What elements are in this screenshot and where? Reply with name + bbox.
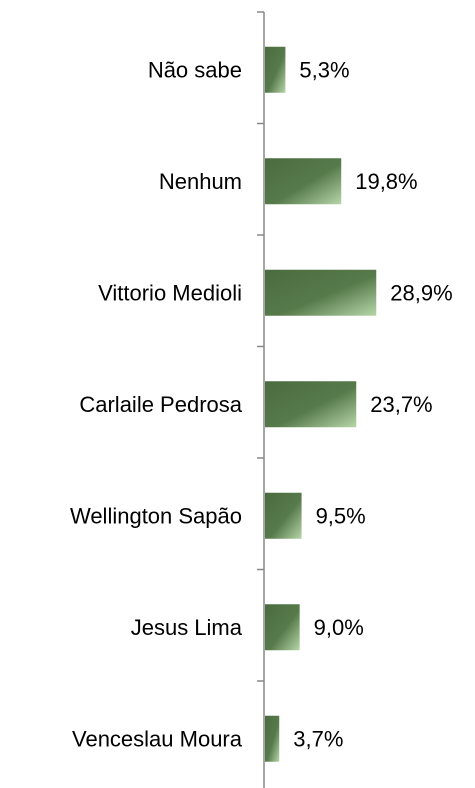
data-label: 5,3% — [299, 58, 349, 83]
data-label: 23,7% — [370, 392, 432, 417]
data-label: 9,5% — [316, 504, 366, 529]
data-label: 28,9% — [390, 281, 452, 306]
data-label: 9,0% — [314, 615, 364, 640]
bar — [265, 381, 357, 428]
category-label: Vittorio Medioli — [98, 281, 242, 306]
bar — [265, 492, 302, 539]
category-label: Jesus Lima — [131, 615, 243, 640]
data-label: 3,7% — [293, 727, 343, 752]
bar — [265, 269, 377, 316]
category-label: Carlaile Pedrosa — [79, 392, 242, 417]
bar — [265, 46, 286, 93]
category-label: Wellington Sapão — [70, 504, 242, 529]
bar — [265, 158, 342, 205]
category-label: Venceslau Moura — [72, 727, 243, 752]
bar — [265, 604, 300, 651]
category-label: Nenhum — [159, 169, 242, 194]
data-label: 19,8% — [355, 169, 417, 194]
bar — [265, 715, 280, 762]
category-label: Não sabe — [148, 58, 242, 83]
